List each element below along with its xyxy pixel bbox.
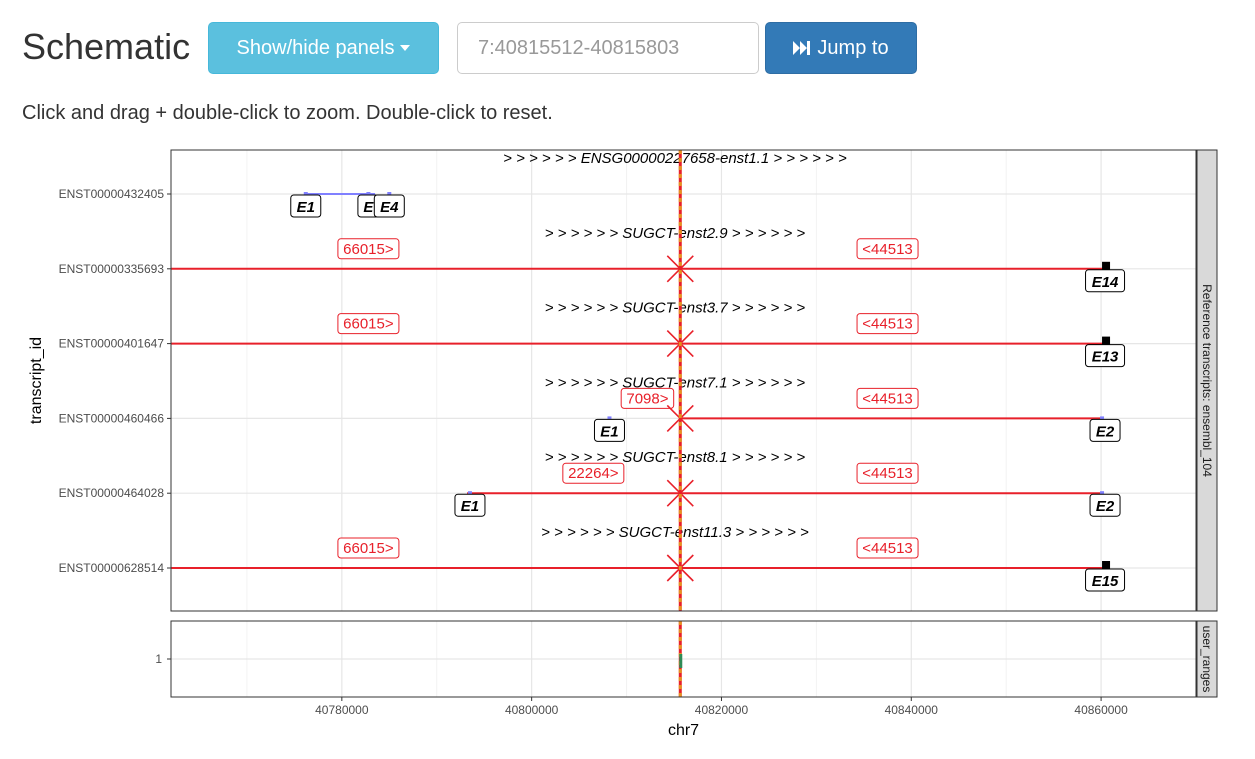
right-count-label: <44513 [862,540,912,557]
y-axis-title: transcript_id [28,337,45,424]
exon-label: E1 [600,423,618,440]
exon-label-box [290,194,322,218]
jump-to-button[interactable]: Jump to [765,22,917,74]
exon-block [1100,416,1105,420]
y-tick-label: ENST00000432405 [59,187,165,201]
bottom-y-tick-label: 1 [155,652,162,666]
left-count-label: 66015> [343,540,394,557]
right-count-box [856,238,919,260]
left-count-box [337,537,400,559]
show-hide-panels-label: Show/hide panels [236,36,395,59]
left-count-box [337,313,400,335]
exon-block [387,192,392,195]
exon-block [1102,261,1111,275]
right-count-label: <44513 [862,316,912,333]
x-tick-label: 40840000 [885,703,939,717]
exon-block [1100,491,1105,495]
left-count-label: 66015> [343,316,394,333]
x-tick-label: 40780000 [315,703,369,717]
exon-label-box [593,418,625,442]
transcript-title: > > > > > > SUGCT-enst8.1 > > > > > > [545,449,806,466]
exon-label-box [454,493,486,517]
facet-strip-top [1196,149,1218,612]
x-axis-title: chr7 [668,722,699,739]
exon-label-box [1089,493,1121,517]
transcript-title: > > > > > > SUGCT-enst3.7 > > > > > > [545,300,806,317]
exon-label: E2 [1096,498,1115,515]
user-range-mark [679,654,683,668]
facet-strip-top-label: Reference transcripts: ensembl_104 [1200,284,1214,477]
transcript-title: > > > > > > SUGCT-enst2.9 > > > > > > [545,225,806,242]
exon-label: E1 [461,498,479,515]
exon-label: E4 [380,199,399,216]
right-count-box [856,313,919,335]
exon-label: E13 [1092,349,1119,366]
left-count-label: 66015> [343,241,394,258]
exon-label-box [1085,269,1126,293]
y-tick-label: ENST00000401647 [59,337,165,351]
left-count-box [337,238,400,260]
transcript-title: > > > > > > ENSG00000227658-enst1.1 > > … [503,150,847,167]
exon-label: E14 [1092,274,1119,291]
x-tick-label: 40820000 [695,703,749,717]
exon-label-box [1089,418,1121,442]
y-tick-label: ENST00000464028 [59,486,165,500]
exon-block [303,192,308,195]
jump-to-label: Jump to [817,36,889,59]
right-count-box [856,387,919,409]
y-tick-label: ENST00000460466 [59,411,165,425]
transcript-title: > > > > > > SUGCT-enst11.3 > > > > > > [541,524,809,541]
y-tick-label: ENST00000335693 [59,262,165,276]
right-count-label: <44513 [862,465,912,482]
show-hide-panels-button[interactable]: Show/hide panels [208,22,439,74]
left-count-box [620,387,675,409]
facet-strip-bottom-label: user_ranges [1200,626,1214,693]
page-title: Schematic [22,26,191,67]
left-count-box [562,462,625,484]
caret-down-icon [400,45,411,51]
exon-label-box [373,194,405,218]
left-count-label: 22264> [568,465,619,482]
exon-block [1102,336,1111,350]
location-input[interactable] [457,22,759,74]
exon-label-box [1085,568,1126,592]
top-panel-border [170,149,1197,612]
facet-strip-bottom [1196,620,1218,698]
x-tick-label: 40800000 [505,703,559,717]
exon-label: E [363,199,374,216]
exon-label: E1 [297,199,315,216]
right-count-label: <44513 [862,390,912,407]
exon-label: E15 [1092,573,1119,590]
exon-block [607,416,612,420]
exon-block [467,491,472,495]
zoom-instructions: Click and drag + double-click to zoom. D… [22,102,553,124]
fast-forward-icon [793,41,811,55]
transcript-title: > > > > > > SUGCT-enst7.1 > > > > > > [545,374,806,391]
exon-block [366,192,371,195]
exon-label-box [1085,344,1126,368]
right-count-box [856,537,919,559]
y-tick-label: ENST00000628514 [59,561,165,575]
x-tick-label: 40860000 [1074,703,1128,717]
exon-label: E2 [1096,423,1115,440]
exon-block [1102,561,1111,574]
right-count-box [856,462,919,484]
left-count-label: 7098> [626,390,668,407]
right-count-label: <44513 [862,241,912,258]
